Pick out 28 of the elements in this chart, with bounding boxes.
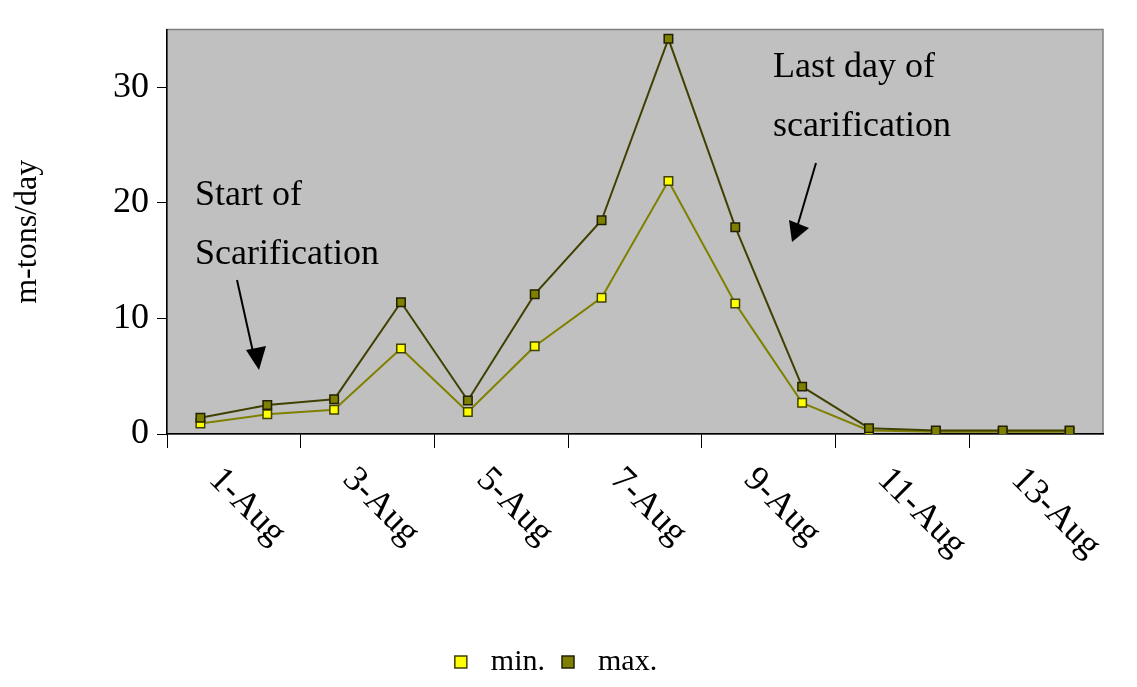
point: [797, 397, 808, 408]
legend-label: max.: [598, 642, 658, 676]
point: [396, 297, 406, 308]
annotation: Last day of scarification: [773, 44, 951, 144]
point: [462, 395, 473, 406]
point: [596, 215, 607, 226]
legend-label: min.: [490, 642, 546, 676]
point: [262, 409, 273, 420]
point: [663, 175, 674, 186]
point: [596, 292, 607, 303]
point: [797, 381, 808, 392]
point: [262, 400, 273, 411]
point: [329, 404, 340, 415]
y-tick-label: 30: [113, 64, 149, 105]
point: [396, 343, 406, 354]
point: [529, 289, 540, 300]
point: [195, 412, 206, 423]
annotation: Start of Scarification: [195, 172, 379, 272]
point: [663, 33, 674, 44]
y-tick-label: 0: [131, 411, 149, 452]
y-tick-label: 20: [113, 180, 149, 221]
y-tick-label: 10: [113, 295, 149, 336]
point: [730, 298, 741, 309]
point: [730, 222, 741, 233]
point: [529, 341, 540, 352]
y-axis-title: m-tons/day: [6, 159, 43, 304]
point: [329, 394, 340, 405]
point: [462, 407, 473, 418]
